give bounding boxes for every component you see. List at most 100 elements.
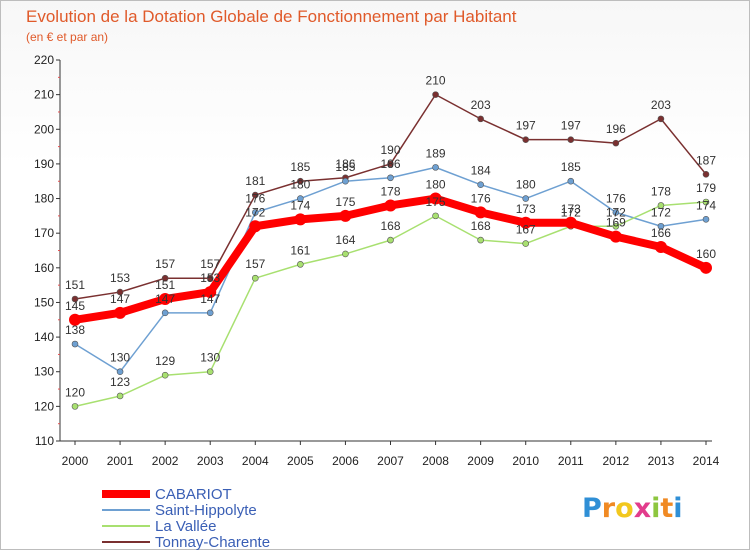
data-label: 151 <box>155 278 175 292</box>
chart-title: Evolution de la Dotation Globale de Fonc… <box>26 7 517 26</box>
data-point <box>161 309 169 317</box>
data-point <box>116 288 124 296</box>
data-label: 189 <box>426 146 446 160</box>
data-label: 157 <box>200 257 220 271</box>
data-label: 175 <box>335 195 355 209</box>
data-point <box>657 222 665 230</box>
data-point <box>657 115 665 123</box>
logo-letter: i <box>651 493 660 524</box>
data-point <box>477 115 484 123</box>
data-point <box>71 295 79 303</box>
data-label: 187 <box>696 153 716 167</box>
data-point <box>339 209 352 222</box>
data-label: 173 <box>561 202 581 216</box>
data-label: 169 <box>606 216 626 230</box>
data-label: 164 <box>335 233 355 247</box>
data-point <box>206 309 214 317</box>
data-point <box>519 216 532 229</box>
data-point <box>477 181 484 188</box>
data-point <box>387 236 394 244</box>
data-label: 178 <box>651 184 671 198</box>
data-label: 130 <box>110 351 130 365</box>
data-label: 190 <box>380 143 400 157</box>
logo-letter: P <box>582 493 602 524</box>
data-point <box>384 199 397 212</box>
data-label: 172 <box>606 205 626 219</box>
data-point <box>71 403 79 410</box>
data-point <box>116 368 124 376</box>
data-label: 168 <box>380 219 400 233</box>
data-point <box>297 177 304 185</box>
x-tick-label: 2007 <box>377 454 404 468</box>
data-label: 176 <box>606 191 626 205</box>
data-label: 138 <box>65 323 85 337</box>
legend-label: Saint-Hippolyte <box>155 502 257 519</box>
data-point <box>342 250 349 258</box>
legend-label: CABARIOT <box>155 486 232 503</box>
data-label: 175 <box>426 195 446 209</box>
data-point <box>477 236 484 244</box>
data-label: 157 <box>245 257 265 271</box>
data-point <box>702 171 710 178</box>
data-point <box>251 209 259 216</box>
y-tick-label: 190 <box>34 157 54 171</box>
data-label: 181 <box>245 174 265 188</box>
y-tick-label: 210 <box>34 88 54 102</box>
chart-subtitle: (en € et par an) <box>26 30 108 44</box>
data-point <box>564 216 577 229</box>
x-tick-label: 2009 <box>467 454 494 468</box>
data-point <box>297 195 304 202</box>
data-point <box>567 136 575 143</box>
data-point <box>432 212 439 220</box>
data-label: 210 <box>426 74 446 88</box>
data-point <box>432 164 439 171</box>
x-tick-label: 2008 <box>422 454 449 468</box>
logo-letter: t <box>660 493 673 524</box>
data-label: 147 <box>200 292 220 306</box>
data-label: 153 <box>200 271 220 285</box>
axes: 110 120 130 140 150 160 170 180 190 200 210 220 2000… <box>34 53 720 468</box>
data-point <box>294 213 307 226</box>
data-label: 172 <box>651 205 671 219</box>
y-tick-label: 170 <box>34 226 54 240</box>
data-point <box>161 371 169 379</box>
x-tick-label: 2001 <box>107 454 134 468</box>
data-point <box>702 216 710 223</box>
data-point <box>114 306 127 319</box>
y-tick-label: 160 <box>34 261 54 275</box>
data-point <box>206 368 214 376</box>
data-label: 166 <box>651 226 671 240</box>
data-label: 174 <box>290 198 310 212</box>
x-tick-label: 2002 <box>152 454 179 468</box>
data-label: 184 <box>471 164 491 178</box>
data-point <box>612 209 620 216</box>
data-label: 172 <box>245 205 265 219</box>
data-label: 151 <box>65 278 85 292</box>
data-point <box>342 177 349 185</box>
data-label: 161 <box>290 243 310 257</box>
data-label: 157 <box>155 257 175 271</box>
data-label: 129 <box>155 354 175 368</box>
data-point <box>654 241 667 254</box>
data-label: 185 <box>290 160 310 174</box>
data-point <box>249 220 262 233</box>
y-tick-label: 110 <box>35 434 54 448</box>
data-point <box>700 261 712 274</box>
data-label: 196 <box>606 122 626 136</box>
x-tick-label: 2003 <box>197 454 224 468</box>
data-point <box>702 198 710 206</box>
data-label: 186 <box>380 157 400 171</box>
x-tick-label: 2000 <box>62 454 89 468</box>
data-label: 120 <box>65 385 85 399</box>
logo-letter: r <box>602 493 616 524</box>
data-label: 147 <box>110 292 130 306</box>
data-label: 145 <box>65 299 85 313</box>
data-point <box>612 139 620 147</box>
data-point <box>522 240 530 247</box>
x-tick-label: 2004 <box>242 454 269 468</box>
data-point <box>612 222 620 230</box>
x-tick-label: 2006 <box>332 454 359 468</box>
data-point <box>297 261 304 268</box>
